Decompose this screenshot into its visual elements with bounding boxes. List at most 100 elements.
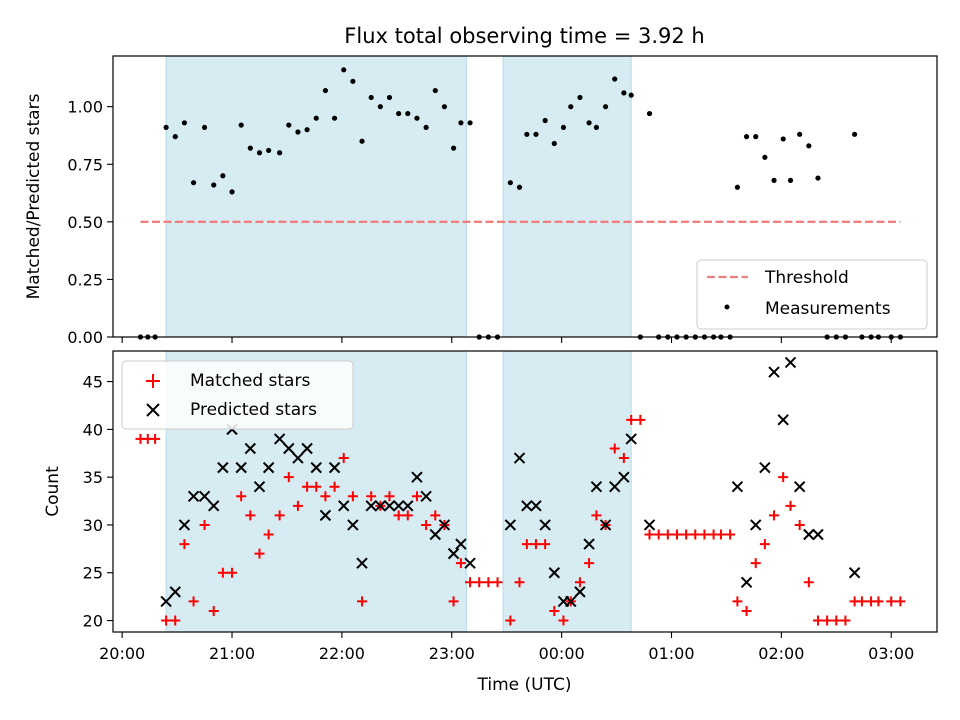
matched-star-point bbox=[681, 529, 692, 540]
predicted-star-point bbox=[777, 414, 789, 426]
matched-star-point bbox=[227, 567, 238, 578]
predicted-star-point bbox=[292, 452, 304, 464]
measurement-point bbox=[229, 189, 235, 195]
predicted-star-point bbox=[504, 519, 517, 531]
matched-star-point bbox=[840, 615, 851, 626]
matched-star-point bbox=[822, 615, 833, 626]
matched-star-point bbox=[521, 539, 532, 550]
measurement-point bbox=[405, 110, 411, 117]
predicted-legend-label: Predicted stars bbox=[190, 400, 317, 420]
predicted-star-point bbox=[392, 500, 405, 512]
predicted-star-point bbox=[169, 586, 181, 598]
measurements-legend-marker bbox=[724, 304, 730, 310]
measurement-point bbox=[201, 124, 208, 131]
matched-star-point bbox=[188, 596, 199, 607]
matched-star-point bbox=[430, 510, 441, 521]
predicted-star-point bbox=[618, 471, 630, 483]
predicted-star-point bbox=[273, 433, 286, 445]
x-tick-label: 01:00 bbox=[648, 644, 694, 663]
predicted-star-point bbox=[731, 481, 744, 493]
matched-star-point bbox=[558, 615, 569, 626]
matched-star-point bbox=[662, 529, 673, 540]
measurement-point bbox=[441, 104, 448, 110]
measurement-point bbox=[467, 120, 473, 126]
matched-star-point bbox=[759, 539, 770, 550]
predicted-star-point bbox=[310, 461, 322, 474]
measurement-point bbox=[450, 145, 457, 151]
matched-star-point bbox=[732, 596, 743, 607]
measurement-point bbox=[586, 120, 592, 126]
measurement-point bbox=[247, 145, 253, 151]
predicted-star-point bbox=[803, 528, 815, 541]
measurement-point bbox=[806, 143, 812, 149]
predicted-star-point bbox=[253, 481, 266, 493]
predicted-star-point bbox=[319, 509, 332, 522]
measurement-point bbox=[593, 124, 600, 131]
x-tick-label: 02:00 bbox=[758, 644, 804, 663]
measurement-point bbox=[286, 122, 292, 128]
predicted-star-point bbox=[383, 500, 396, 512]
matched-star-point bbox=[402, 510, 413, 521]
matched-star-point bbox=[329, 481, 340, 492]
measurement-point bbox=[313, 115, 319, 121]
measurement-point bbox=[220, 173, 226, 179]
shaded-region bbox=[502, 350, 632, 633]
matched-star-point bbox=[505, 615, 516, 626]
matched-star-point bbox=[465, 577, 476, 588]
matched-stars-points bbox=[135, 414, 906, 626]
matched-star-point bbox=[769, 510, 780, 521]
matched-star-point bbox=[812, 615, 823, 626]
matched-star-point bbox=[635, 414, 646, 425]
predicted-star-point bbox=[328, 461, 341, 474]
matched-star-point bbox=[618, 453, 629, 464]
measurement-point bbox=[368, 94, 374, 101]
matched-star-point bbox=[584, 558, 595, 569]
predicted-star-point bbox=[235, 461, 247, 474]
measurement-point bbox=[414, 115, 420, 121]
bottom-axes-frame bbox=[112, 350, 938, 633]
top-axes-frame bbox=[112, 55, 938, 338]
bottom-x-ticks: 20:00 21:00 22:00 23:00 00:00 01:00 02:00 03:00 bbox=[99, 632, 914, 663]
measurement-point bbox=[423, 124, 429, 131]
predicted-star-point bbox=[548, 567, 561, 579]
measurement-point bbox=[542, 117, 548, 124]
matched-star-point bbox=[474, 577, 485, 588]
top-y-tick-label: 1.00 bbox=[67, 98, 103, 117]
predicted-star-point bbox=[217, 461, 229, 474]
measurement-point bbox=[568, 104, 574, 110]
measurement-point bbox=[331, 115, 338, 121]
measurement-point bbox=[458, 120, 464, 126]
predicted-star-point bbox=[402, 500, 414, 512]
matched-star-point bbox=[366, 491, 377, 502]
predicted-star-point bbox=[590, 481, 603, 493]
bottom-plot: 20 25 30 35 40 45 20:00 21:00 22:00 23:00 00:00 01… bbox=[43, 350, 938, 695]
predicted-star-point bbox=[759, 461, 771, 474]
measurement-point bbox=[815, 175, 821, 181]
measurement-point bbox=[256, 150, 263, 156]
predicted-star-point bbox=[365, 500, 377, 512]
matched-star-point bbox=[236, 491, 247, 502]
bottom-y-ticks: 20 25 30 35 40 45 bbox=[83, 373, 113, 631]
matched-star-point bbox=[311, 481, 322, 492]
measurement-point bbox=[560, 124, 567, 131]
predicted-star-point bbox=[740, 576, 753, 589]
predicted-star-point bbox=[784, 356, 797, 369]
predicted-star-point bbox=[574, 586, 586, 598]
measurement-point bbox=[734, 184, 741, 190]
matched-star-point bbox=[245, 510, 256, 521]
measurement-point bbox=[516, 184, 523, 190]
measurement-point bbox=[181, 120, 188, 126]
predicted-star-point bbox=[464, 557, 476, 569]
bottom-legend: Matched stars Predicted stars bbox=[121, 360, 354, 430]
matched-star-point bbox=[725, 529, 736, 540]
top-y-tick-label: 0.25 bbox=[67, 270, 103, 289]
matched-star-point bbox=[302, 481, 313, 492]
measurement-point bbox=[190, 180, 197, 186]
measurement-point bbox=[172, 134, 178, 140]
predicted-star-point bbox=[160, 595, 172, 608]
measurement-point bbox=[211, 182, 217, 188]
measurement-point bbox=[621, 90, 627, 96]
matched-star-point bbox=[549, 605, 560, 616]
matched-star-point bbox=[514, 577, 525, 588]
